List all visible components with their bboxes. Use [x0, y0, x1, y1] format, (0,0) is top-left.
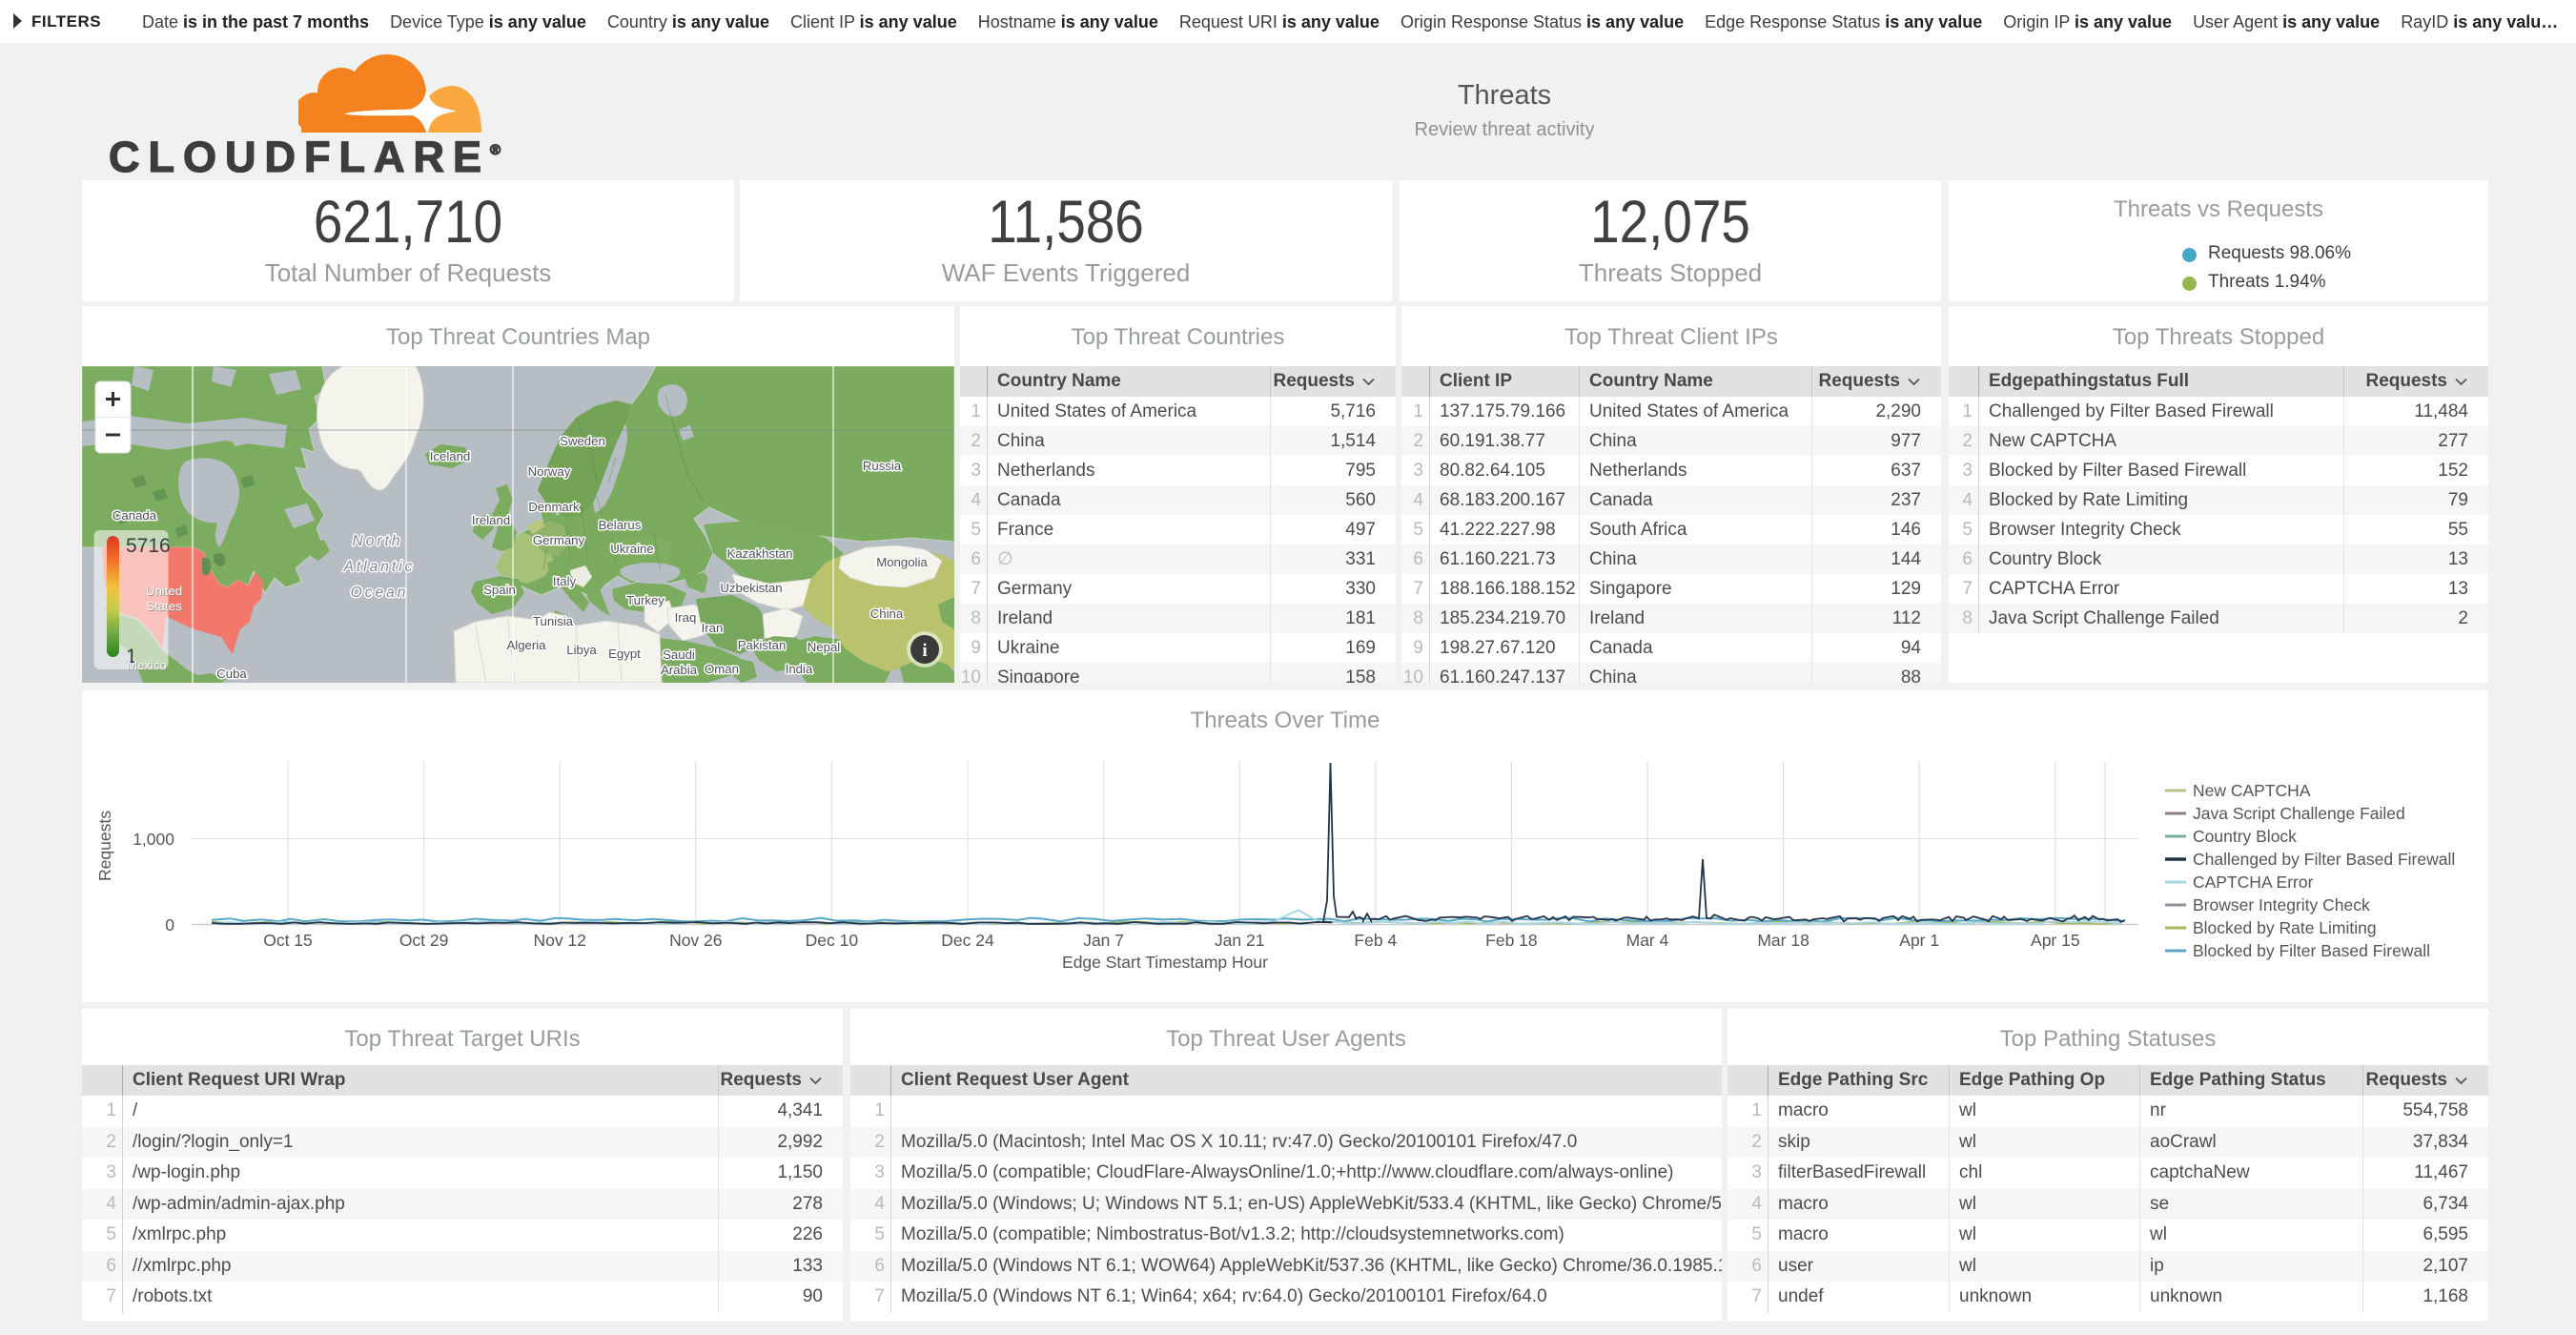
svg-text:Mar 4: Mar 4 [1626, 931, 1669, 950]
svg-text:Tunisia: Tunisia [533, 614, 574, 628]
svg-text:New CAPTCHA: New CAPTCHA [2193, 781, 2311, 800]
svg-text:Turkey: Turkey [626, 593, 664, 607]
svg-text:Challenged by Filter Based Fir: Challenged by Filter Based Firewall [2193, 850, 2455, 869]
svg-text:Blocked by Rate Limiting: Blocked by Rate Limiting [2193, 918, 2377, 937]
svg-text:Russia: Russia [863, 459, 902, 473]
svg-text:States: States [147, 600, 183, 614]
svg-text:CAPTCHA Error: CAPTCHA Error [2193, 873, 2314, 892]
svg-text:Requests: Requests [95, 811, 114, 881]
svg-text:Ocean: Ocean [351, 585, 409, 601]
svg-text:Algeria: Algeria [506, 638, 546, 652]
svg-text:Spain: Spain [483, 583, 516, 597]
svg-text:Oct 29: Oct 29 [399, 931, 449, 950]
svg-text:North: North [353, 533, 403, 549]
svg-text:Italy: Italy [553, 574, 577, 588]
svg-text:1,000: 1,000 [133, 830, 174, 849]
svg-text:Apr 1: Apr 1 [1899, 931, 1939, 950]
svg-text:Oct 15: Oct 15 [263, 931, 313, 950]
svg-text:Mexico: Mexico [128, 659, 168, 673]
svg-text:Iraq: Iraq [675, 610, 697, 625]
svg-text:India: India [786, 662, 813, 676]
svg-text:5716: 5716 [126, 535, 171, 557]
svg-text:Atlantic: Atlantic [343, 559, 416, 575]
svg-text:Feb 4: Feb 4 [1354, 931, 1397, 950]
svg-text:Dec 24: Dec 24 [941, 931, 994, 950]
svg-text:Libya: Libya [566, 643, 597, 657]
svg-text:Jan 7: Jan 7 [1083, 931, 1124, 950]
svg-text:Norway: Norway [528, 464, 571, 479]
svg-text:1: 1 [126, 646, 137, 668]
svg-text:Browser Integrity Check: Browser Integrity Check [2193, 895, 2370, 914]
svg-text:Cuba: Cuba [216, 667, 247, 681]
svg-text:Java Script Challenge Failed: Java Script Challenge Failed [2193, 804, 2405, 823]
svg-text:Iran: Iran [702, 621, 724, 635]
svg-text:0: 0 [165, 915, 174, 934]
svg-text:Edge Start Timestamp Hour: Edge Start Timestamp Hour [1062, 953, 1268, 972]
svg-text:Ukraine: Ukraine [610, 542, 653, 556]
svg-text:Apr 15: Apr 15 [2031, 931, 2080, 950]
svg-text:Mexico: Mexico [127, 658, 167, 672]
svg-text:Mar 18: Mar 18 [1757, 931, 1809, 950]
svg-text:i: i [922, 641, 927, 661]
svg-text:Saudi: Saudi [663, 647, 695, 662]
svg-text:Nov 12: Nov 12 [533, 931, 585, 950]
svg-text:Jan 21: Jan 21 [1215, 931, 1265, 950]
svg-text:Country Block: Country Block [2193, 827, 2297, 846]
svg-text:Uzbekistan: Uzbekistan [720, 581, 782, 595]
svg-text:China: China [870, 606, 904, 621]
svg-text:Kazakhstan: Kazakhstan [727, 546, 793, 561]
svg-text:Nov 26: Nov 26 [669, 931, 722, 950]
svg-text:States: States [146, 599, 182, 613]
svg-text:Dec 10: Dec 10 [806, 931, 859, 950]
svg-text:Egypt: Egypt [608, 647, 641, 661]
svg-text:United: United [146, 584, 182, 598]
svg-text:Ireland: Ireland [472, 513, 510, 527]
svg-text:Sweden: Sweden [560, 434, 605, 448]
svg-text:Arabia: Arabia [661, 663, 698, 677]
svg-text:Mongolia: Mongolia [876, 555, 928, 569]
svg-text:Denmark: Denmark [528, 500, 580, 514]
svg-text:Blocked by Filter Based Firewa: Blocked by Filter Based Firewall [2193, 941, 2430, 960]
svg-text:Iceland: Iceland [430, 449, 471, 463]
svg-text:Belarus: Belarus [599, 518, 642, 532]
svg-text:Oman: Oman [705, 662, 739, 676]
svg-text:United: United [147, 585, 183, 599]
svg-text:Nepal: Nepal [808, 640, 841, 654]
svg-text:Canada: Canada [112, 508, 157, 523]
svg-text:Germany: Germany [533, 533, 585, 547]
svg-text:Feb 18: Feb 18 [1485, 931, 1537, 950]
svg-text:Pakistan: Pakistan [738, 638, 787, 652]
